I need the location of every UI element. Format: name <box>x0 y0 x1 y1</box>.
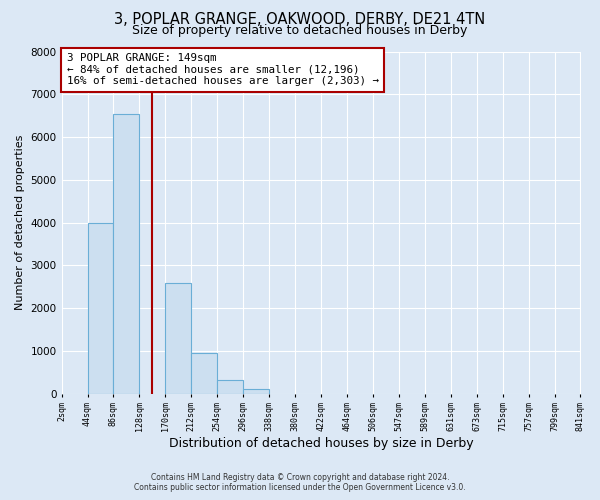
Bar <box>191 353 217 394</box>
X-axis label: Distribution of detached houses by size in Derby: Distribution of detached houses by size … <box>169 437 473 450</box>
Text: Contains HM Land Registry data © Crown copyright and database right 2024.
Contai: Contains HM Land Registry data © Crown c… <box>134 473 466 492</box>
Bar <box>244 388 269 394</box>
Bar <box>88 222 113 394</box>
Bar <box>113 114 139 394</box>
Text: 3 POPLAR GRANGE: 149sqm
← 84% of detached houses are smaller (12,196)
16% of sem: 3 POPLAR GRANGE: 149sqm ← 84% of detache… <box>67 53 379 86</box>
Text: 3, POPLAR GRANGE, OAKWOOD, DERBY, DE21 4TN: 3, POPLAR GRANGE, OAKWOOD, DERBY, DE21 4… <box>115 12 485 28</box>
Text: Size of property relative to detached houses in Derby: Size of property relative to detached ho… <box>133 24 467 37</box>
Bar <box>166 282 191 394</box>
Bar <box>217 380 244 394</box>
Y-axis label: Number of detached properties: Number of detached properties <box>15 135 25 310</box>
